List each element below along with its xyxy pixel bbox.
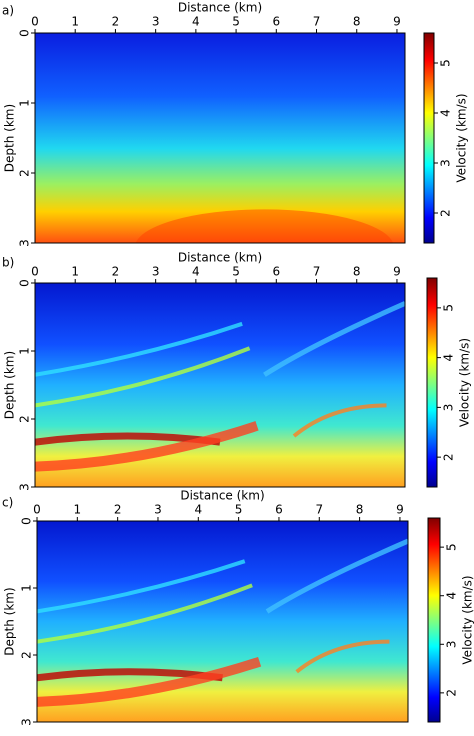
colorbar-tick-label: 2 bbox=[445, 689, 459, 697]
colorbar-label: Velocity (km/s) bbox=[455, 93, 469, 182]
x-tick-label: 4 bbox=[192, 265, 200, 279]
colorbar-tick-label: 4 bbox=[439, 109, 453, 117]
colorbar bbox=[424, 33, 434, 243]
x-tick-label: 2 bbox=[112, 15, 120, 29]
y-tick-label: 0 bbox=[18, 29, 32, 37]
panel-label: c) bbox=[2, 496, 13, 510]
x-tick-label: 7 bbox=[313, 265, 321, 279]
y-tick-label: 1 bbox=[20, 584, 34, 592]
colorbar-label: Velocity (km/s) bbox=[461, 575, 474, 664]
colorbar-label: Velocity (km/s) bbox=[458, 338, 472, 427]
y-tick-label: 2 bbox=[18, 169, 32, 177]
y-axis-label: Depth (km) bbox=[3, 587, 17, 655]
x-tick-label: 0 bbox=[31, 265, 39, 279]
x-tick-label: 8 bbox=[356, 503, 364, 517]
x-tick-label: 2 bbox=[112, 265, 120, 279]
y-tick-label: 1 bbox=[18, 99, 32, 107]
x-tick-label: 5 bbox=[235, 503, 243, 517]
x-tick-label: 9 bbox=[393, 265, 401, 279]
x-tick-label: 4 bbox=[194, 503, 202, 517]
y-tick-label: 0 bbox=[18, 279, 32, 287]
colorbar-tick-label: 3 bbox=[445, 640, 459, 648]
x-tick-label: 0 bbox=[31, 15, 39, 29]
x-tick-label: 5 bbox=[232, 265, 240, 279]
panel-label: b) bbox=[2, 256, 14, 270]
heatmap-field bbox=[35, 283, 405, 487]
colorbar-tick-label: 5 bbox=[445, 543, 459, 551]
x-tick-label: 1 bbox=[71, 15, 79, 29]
x-tick-label: 7 bbox=[313, 15, 321, 29]
y-tick-label: 3 bbox=[20, 718, 34, 726]
y-tick-label: 3 bbox=[18, 483, 32, 491]
x-axis-label: Distance (km) bbox=[178, 251, 262, 265]
y-tick-label: 3 bbox=[18, 239, 32, 247]
x-axis-label: Distance (km) bbox=[178, 1, 262, 15]
y-tick-label: 1 bbox=[18, 347, 32, 355]
y-axis-label: Depth (km) bbox=[3, 104, 17, 172]
y-tick-label: 2 bbox=[20, 651, 34, 659]
colorbar-tick-label: 2 bbox=[442, 453, 456, 461]
colorbar-tick-label: 3 bbox=[439, 159, 453, 167]
heatmap-field bbox=[37, 521, 408, 722]
x-tick-label: 6 bbox=[275, 503, 283, 517]
x-tick-label: 1 bbox=[71, 265, 79, 279]
x-tick-label: 0 bbox=[33, 503, 41, 517]
heatmap-image bbox=[35, 33, 405, 285]
heatmap-image bbox=[37, 521, 408, 722]
x-axis-label: Distance (km) bbox=[180, 489, 264, 503]
colorbar-tick-label: 3 bbox=[442, 404, 456, 412]
x-tick-label: 2 bbox=[114, 503, 122, 517]
y-axis-label: Depth (km) bbox=[3, 351, 17, 419]
colorbar bbox=[428, 518, 440, 722]
x-tick-label: 9 bbox=[393, 15, 401, 29]
x-tick-label: 5 bbox=[232, 15, 240, 29]
colorbar-tick-label: 2 bbox=[439, 209, 453, 217]
y-tick-label: 2 bbox=[18, 415, 32, 423]
heatmap-field bbox=[35, 33, 405, 243]
x-tick-label: 3 bbox=[152, 15, 160, 29]
colorbar bbox=[427, 278, 437, 487]
x-tick-label: 8 bbox=[353, 265, 361, 279]
y-tick-label: 0 bbox=[20, 517, 34, 525]
colorbar-tick-label: 4 bbox=[442, 354, 456, 362]
heatmap-image bbox=[35, 283, 405, 487]
x-tick-label: 8 bbox=[353, 15, 361, 29]
x-tick-label: 1 bbox=[74, 503, 82, 517]
panel-label: a) bbox=[2, 4, 14, 18]
x-tick-label: 3 bbox=[152, 265, 160, 279]
colorbar-tick-label: 5 bbox=[442, 304, 456, 312]
colorbar-tick-label: 4 bbox=[445, 592, 459, 600]
x-tick-label: 4 bbox=[192, 15, 200, 29]
colorbar-tick-label: 5 bbox=[439, 59, 453, 67]
x-tick-label: 7 bbox=[315, 503, 323, 517]
x-tick-label: 9 bbox=[396, 503, 404, 517]
x-tick-label: 6 bbox=[272, 15, 280, 29]
x-tick-label: 6 bbox=[272, 265, 280, 279]
x-tick-label: 3 bbox=[154, 503, 162, 517]
